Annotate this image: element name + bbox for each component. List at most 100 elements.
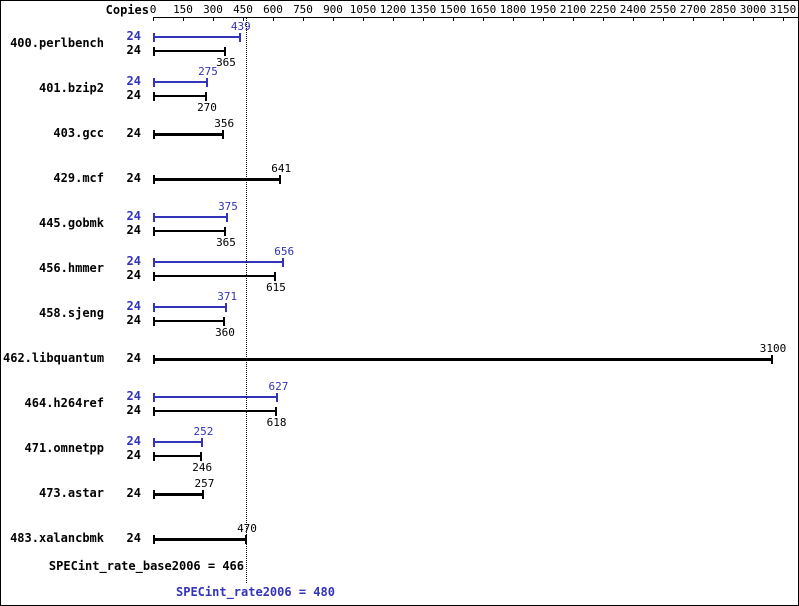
bar-value-label: 270 bbox=[197, 101, 217, 114]
bar bbox=[153, 177, 282, 181]
bar-value-label: 618 bbox=[266, 416, 287, 429]
bar-end-cap bbox=[274, 271, 276, 281]
bar-value-label: 641 bbox=[271, 162, 292, 175]
copies-value: 24 bbox=[126, 434, 141, 448]
copies-value: 24 bbox=[126, 223, 141, 237]
axis-tick-label: 600 bbox=[263, 3, 283, 16]
bar bbox=[153, 396, 279, 398]
peak-result-label: SPECint_rate2006 = 480 bbox=[176, 585, 335, 599]
bar-start-cap bbox=[153, 392, 155, 402]
bar-value-label: 275 bbox=[198, 65, 218, 78]
bar bbox=[153, 81, 208, 83]
reference-dotted-line bbox=[246, 17, 247, 583]
axis-tick-mark bbox=[483, 17, 484, 21]
benchmark-name: 483.xalancbmk bbox=[10, 531, 104, 545]
benchmark-name: 403.gcc bbox=[53, 126, 104, 140]
bar bbox=[153, 261, 285, 263]
copies-value: 24 bbox=[126, 486, 141, 500]
bar-start-cap bbox=[153, 437, 155, 447]
bar-end-cap bbox=[282, 257, 285, 267]
bar bbox=[153, 410, 277, 412]
axis-tick-mark bbox=[513, 17, 514, 21]
axis-tick-label: 900 bbox=[323, 3, 343, 16]
bar-end-cap bbox=[202, 489, 205, 499]
bar-value-label: 365 bbox=[216, 56, 236, 69]
copies-value: 24 bbox=[126, 299, 141, 313]
benchmark-name: 401.bzip2 bbox=[38, 81, 104, 95]
bar bbox=[153, 320, 225, 322]
axis-tick-label: 1650 bbox=[469, 3, 497, 16]
bar-end-cap bbox=[771, 354, 773, 364]
bar-value-label: 360 bbox=[215, 326, 235, 339]
bar-end-cap bbox=[238, 32, 241, 42]
axis-tick-mark bbox=[633, 17, 634, 21]
bar-start-cap bbox=[153, 212, 155, 222]
bar-start-cap bbox=[153, 174, 155, 184]
copies-value: 24 bbox=[126, 74, 141, 88]
bar-start-cap bbox=[153, 489, 155, 499]
bar-start-cap bbox=[153, 316, 155, 326]
bar-end-cap bbox=[201, 437, 204, 447]
bar bbox=[153, 357, 773, 361]
bar bbox=[153, 275, 276, 277]
benchmark-name: 456.hmmer bbox=[38, 261, 104, 275]
bar-end-cap bbox=[274, 406, 277, 416]
bar-start-cap bbox=[153, 129, 155, 139]
bar-end-cap bbox=[279, 174, 282, 184]
bar-start-cap bbox=[153, 271, 155, 281]
axis-tick-mark bbox=[183, 17, 184, 21]
copies-value: 24 bbox=[126, 531, 141, 545]
axis-tick-label: 1350 bbox=[409, 3, 437, 16]
bar bbox=[153, 455, 203, 457]
axis-tick-mark bbox=[753, 17, 754, 21]
copies-value: 24 bbox=[126, 268, 141, 282]
benchmark-name: 400.perlbench bbox=[10, 36, 104, 50]
benchmark-name: 458.sjeng bbox=[38, 306, 104, 320]
copies-value: 24 bbox=[126, 126, 141, 140]
axis-tick-mark bbox=[423, 17, 424, 21]
benchmark-name: 473.astar bbox=[38, 486, 104, 500]
axis-tick-label: 750 bbox=[293, 3, 313, 16]
bar-start-cap bbox=[153, 302, 155, 312]
axis-tick-label: 300 bbox=[203, 3, 223, 16]
bar-start-cap bbox=[153, 226, 155, 236]
bar-start-cap bbox=[153, 534, 155, 544]
axis-tick-mark bbox=[333, 17, 334, 21]
axis-tick-label: 1500 bbox=[439, 3, 467, 16]
bar-start-cap bbox=[153, 406, 155, 416]
bar-start-cap bbox=[153, 46, 155, 56]
bar-value-label: 615 bbox=[266, 281, 286, 294]
axis-tick-mark bbox=[663, 17, 664, 21]
axis-tick-label: 2100 bbox=[559, 3, 587, 16]
bar bbox=[153, 132, 225, 136]
bar-start-cap bbox=[153, 354, 155, 364]
axis-tick-mark bbox=[213, 17, 214, 21]
axis-tick-mark bbox=[363, 17, 364, 21]
copies-value: 24 bbox=[126, 171, 141, 185]
copies-value: 24 bbox=[126, 29, 141, 43]
bar bbox=[153, 36, 241, 38]
axis-tick-label: 3150 bbox=[769, 3, 797, 16]
axis-tick-mark bbox=[303, 17, 304, 21]
copies-value: 24 bbox=[126, 313, 141, 327]
copies-value: 24 bbox=[126, 448, 141, 462]
copies-value: 24 bbox=[126, 254, 141, 268]
bar-end-cap bbox=[224, 46, 226, 56]
axis-tick-label: 0 bbox=[149, 3, 157, 16]
bar bbox=[153, 230, 226, 232]
axis-tick-mark bbox=[723, 17, 724, 21]
axis-tick-mark bbox=[453, 17, 454, 21]
bar-start-cap bbox=[153, 91, 155, 101]
axis-tick-label: 1050 bbox=[349, 3, 377, 16]
bar-value-label: 375 bbox=[218, 200, 238, 213]
bar-end-cap bbox=[222, 129, 225, 139]
bar-start-cap bbox=[153, 257, 155, 267]
axis-tick-label: 2550 bbox=[649, 3, 677, 16]
bar bbox=[153, 50, 226, 52]
axis-tick-label: 150 bbox=[173, 3, 193, 16]
axis-tick-mark bbox=[573, 17, 574, 21]
bar-value-label: 627 bbox=[268, 380, 289, 393]
benchmark-name: 445.gobmk bbox=[38, 216, 104, 230]
copies-column-header: Copies bbox=[105, 3, 149, 17]
